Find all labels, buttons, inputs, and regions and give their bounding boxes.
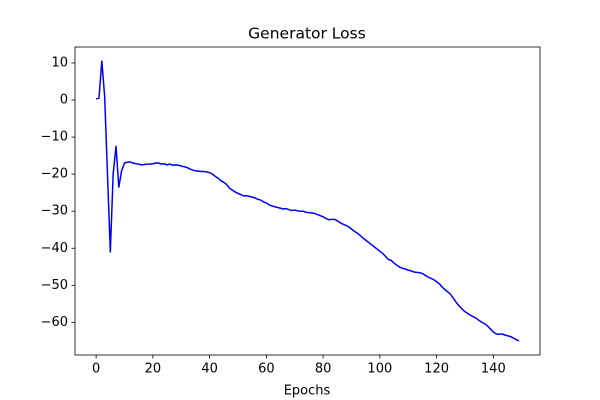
y-tick-label: −10: [41, 130, 68, 145]
y-tick-label: −60: [41, 315, 68, 330]
x-tick-label: 80: [315, 362, 332, 377]
y-tick-label: −40: [41, 241, 68, 256]
chart-title: Generator Loss: [248, 25, 366, 43]
plot-frame: [74, 46, 541, 356]
x-tick-label: 140: [481, 362, 506, 377]
y-tick-label: 0: [60, 93, 68, 108]
x-tick-label: 40: [201, 362, 218, 377]
x-tick-label: 0: [92, 362, 100, 377]
y-tick-label: 10: [51, 55, 68, 70]
x-tick-label: 100: [367, 362, 392, 377]
x-tick-label: 60: [258, 362, 275, 377]
data-line: [95, 60, 520, 342]
y-tick-label: −50: [41, 278, 68, 293]
y-tick-label: −20: [41, 167, 68, 182]
x-tick-label: 120: [424, 362, 449, 377]
y-tick-label: −30: [41, 204, 68, 219]
x-tick-label: 20: [145, 362, 162, 377]
x-axis-label: Epochs: [284, 384, 331, 399]
